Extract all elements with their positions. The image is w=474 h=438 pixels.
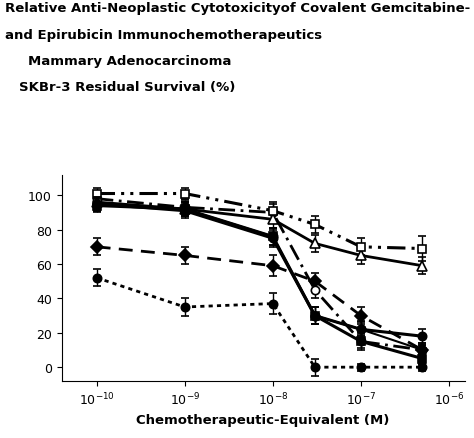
- Text: SKBr-3 Residual Survival (%): SKBr-3 Residual Survival (%): [19, 81, 235, 94]
- Text: Mammary Adenocarcinoma: Mammary Adenocarcinoma: [28, 55, 232, 68]
- Text: and Epirubicin Immunochemotherapeutics: and Epirubicin Immunochemotherapeutics: [5, 28, 322, 42]
- X-axis label: Chemotherapeutic-Equivalent (M): Chemotherapeutic-Equivalent (M): [137, 413, 390, 426]
- Text: Relative Anti-Neoplastic Cytotoxicityof Covalent Gemcitabine-: Relative Anti-Neoplastic Cytotoxicityof …: [5, 2, 470, 15]
